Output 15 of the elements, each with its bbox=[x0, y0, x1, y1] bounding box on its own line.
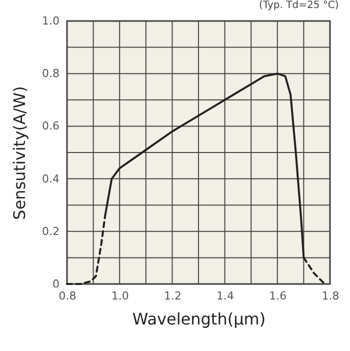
x-tick-label: 1.8 bbox=[322, 290, 340, 302]
y-tick-label: 1.0 bbox=[42, 14, 60, 28]
x-tick-label: 1.0 bbox=[111, 290, 129, 302]
y-tick-label: 0 bbox=[52, 278, 60, 290]
y-tick-label: 0.6 bbox=[42, 120, 60, 133]
y-tick-label: 0.4 bbox=[42, 172, 60, 186]
x-tick-label: 1.4 bbox=[216, 290, 234, 302]
y-axis-title: Sensutivity(A/W) bbox=[10, 86, 30, 220]
x-axis-title: Wavelength(μm) bbox=[132, 310, 266, 328]
x-tick-label: 0.8 bbox=[58, 290, 76, 302]
x-tick-label: 1.2 bbox=[164, 290, 182, 302]
text: (Typ. Td=25 °C) bbox=[259, 0, 339, 11]
y-tick-label: 0.8 bbox=[42, 67, 60, 80]
x-tick-label: 1.6 bbox=[269, 290, 287, 302]
y-tick-label: 0.2 bbox=[42, 224, 60, 238]
